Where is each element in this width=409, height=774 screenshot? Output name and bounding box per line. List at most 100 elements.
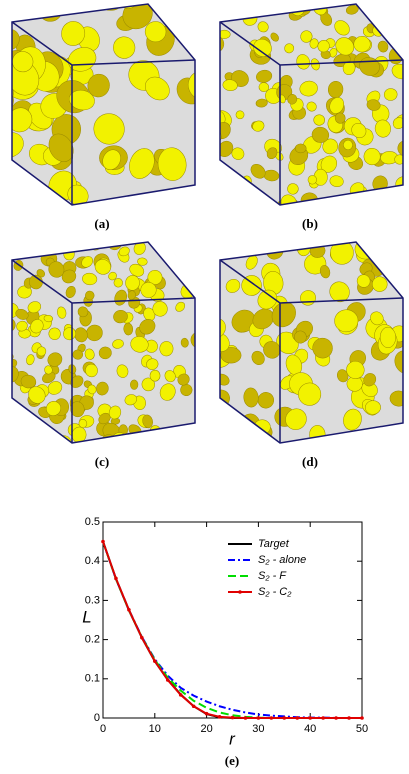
particle	[48, 4, 68, 10]
cube-outline	[11, 3, 196, 206]
particle	[28, 386, 46, 404]
particle	[108, 405, 122, 420]
particle	[85, 290, 95, 301]
particle	[195, 264, 211, 283]
particle	[152, 301, 168, 317]
particles	[12, 4, 195, 205]
particle	[224, 5, 238, 16]
particle	[280, 212, 293, 225]
particle	[61, 269, 77, 284]
particle	[175, 301, 186, 312]
particle	[116, 364, 129, 378]
particle	[64, 205, 82, 222]
particle	[257, 21, 269, 33]
particle	[383, 88, 398, 101]
legend-label: S₂ - F	[258, 570, 287, 582]
particle	[329, 47, 338, 58]
particle	[146, 358, 159, 370]
particle	[270, 32, 279, 42]
x-tick-label: 20	[200, 723, 212, 735]
series-marker	[360, 716, 364, 720]
particle	[65, 285, 76, 298]
cube-outline	[219, 3, 404, 206]
series-marker	[269, 716, 274, 720]
particle	[0, 301, 1, 314]
particle	[284, 43, 295, 54]
particle	[294, 330, 307, 344]
particle	[394, 154, 403, 165]
particle	[354, 220, 370, 237]
particle	[48, 133, 74, 162]
particle	[343, 408, 362, 431]
particle	[87, 384, 97, 395]
particle	[280, 194, 297, 205]
particle	[252, 308, 274, 330]
particle	[199, 347, 209, 358]
particle	[30, 319, 44, 334]
particle	[134, 442, 150, 443]
y-tick-label: 0.5	[85, 516, 100, 528]
particle	[94, 259, 111, 275]
particle	[118, 4, 138, 9]
particle	[266, 147, 278, 160]
particle	[127, 290, 136, 300]
particle	[377, 40, 389, 53]
particle	[329, 97, 345, 114]
particle	[275, 459, 296, 480]
particle	[47, 352, 63, 367]
series-marker	[334, 716, 338, 720]
series-marker	[217, 715, 222, 719]
particle	[144, 462, 162, 481]
particle	[123, 322, 134, 336]
particle	[36, 346, 47, 357]
particle	[263, 341, 281, 359]
particle	[86, 324, 103, 342]
x-tick-label: 10	[149, 723, 161, 735]
panel-label: (e)	[225, 753, 239, 768]
particle	[113, 278, 123, 288]
particle	[253, 38, 272, 57]
particle	[44, 365, 53, 375]
particle	[294, 143, 307, 154]
particle	[220, 29, 231, 39]
particle	[200, 332, 219, 351]
particle	[299, 80, 318, 97]
particle	[142, 414, 153, 429]
particle	[351, 122, 367, 138]
particle	[379, 326, 396, 348]
particle	[39, 227, 55, 243]
particle	[327, 198, 356, 227]
particle	[235, 110, 245, 120]
particle	[220, 170, 221, 186]
y-tick-label: 0.1	[85, 673, 100, 685]
particle	[374, 119, 391, 138]
particle	[357, 195, 372, 205]
particle	[132, 436, 142, 443]
particle	[372, 276, 388, 292]
particle	[346, 360, 365, 379]
series-marker	[153, 659, 157, 663]
particle	[287, 183, 299, 195]
particle	[231, 309, 256, 333]
particle	[260, 242, 282, 246]
particle	[327, 80, 344, 99]
particle	[199, 239, 216, 256]
particle	[85, 363, 98, 378]
particle	[93, 113, 125, 145]
panel-label: (d)	[302, 454, 318, 469]
panel-label: (a)	[94, 216, 109, 231]
particle	[180, 337, 189, 348]
particle	[43, 314, 54, 323]
particle	[46, 401, 62, 416]
particle	[319, 214, 336, 232]
particle	[222, 79, 238, 91]
y-tick-label: 0.2	[85, 634, 100, 646]
particle	[247, 242, 265, 244]
series-marker	[101, 539, 105, 544]
particle	[131, 204, 152, 225]
series-line	[102, 541, 362, 719]
particle	[404, 110, 409, 136]
panel-label: (c)	[95, 454, 109, 469]
x-tick-label: 0	[100, 723, 106, 735]
particle	[300, 30, 313, 43]
